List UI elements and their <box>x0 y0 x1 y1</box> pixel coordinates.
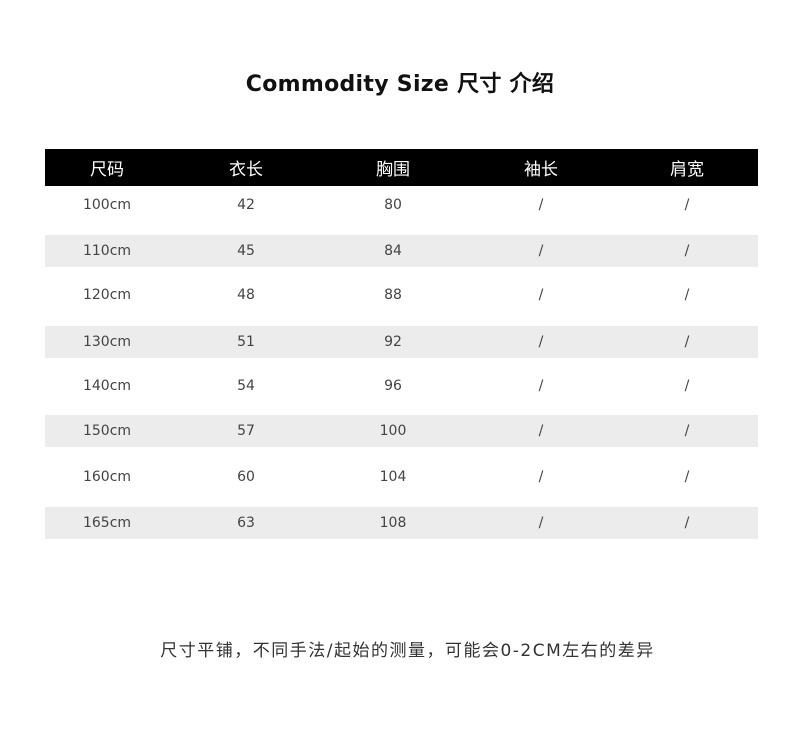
table-cell: / <box>684 378 690 394</box>
size-table: 尺码 衣长 胸围 袖长 肩宽 100cm 42 80 / / 110cm 45 84 / / 120cm 48… <box>45 149 758 539</box>
table-row: 130cm 51 92 / / <box>45 326 758 358</box>
table-cell: 48 <box>237 287 255 303</box>
table-cell: 60 <box>237 469 255 485</box>
table-cell: / <box>684 287 690 303</box>
table-cell: 42 <box>237 197 255 213</box>
table-cell: / <box>538 378 544 394</box>
table-cell: / <box>684 334 690 350</box>
table-row: 110cm 45 84 / / <box>45 235 758 267</box>
table-cell: / <box>684 423 690 439</box>
table-cell: 120cm <box>82 287 132 303</box>
table-cell: 108 <box>379 515 407 531</box>
table-cell: 96 <box>384 378 402 394</box>
table-row: 150cm 57 100 / / <box>45 415 758 447</box>
table-cell: 104 <box>379 469 407 485</box>
table-cell: / <box>538 334 544 350</box>
table-cell: 130cm <box>82 334 132 350</box>
table-row: 165cm 63 108 / / <box>45 507 758 539</box>
column-header: 胸围 <box>376 160 410 180</box>
table-cell: / <box>684 243 690 259</box>
table-cell: 100 <box>379 423 407 439</box>
table-cell: / <box>684 515 690 531</box>
table-cell: / <box>538 515 544 531</box>
table-cell: / <box>538 243 544 259</box>
page-title: Commodity Size 尺寸 介绍 <box>245 72 555 97</box>
table-cell: 51 <box>237 334 255 350</box>
table-header: 尺码 衣长 胸围 袖长 肩宽 <box>45 149 758 186</box>
table-cell: 110cm <box>82 243 132 259</box>
table-cell: 80 <box>384 197 402 213</box>
table-cell: 84 <box>384 243 402 259</box>
table-cell: / <box>684 469 690 485</box>
table-cell: 45 <box>237 243 255 259</box>
column-header: 衣长 <box>229 160 263 180</box>
table-cell: / <box>538 423 544 439</box>
table-cell: 88 <box>384 287 402 303</box>
table-cell: 54 <box>237 378 255 394</box>
table-cell: 160cm <box>82 469 132 485</box>
column-header: 袖长 <box>524 160 558 180</box>
table-cell: / <box>684 197 690 213</box>
table-cell: 165cm <box>82 515 132 531</box>
table-cell: 150cm <box>82 423 132 439</box>
table-row: 140cm 54 96 / / <box>45 370 758 402</box>
table-cell: 57 <box>237 423 255 439</box>
column-header: 尺码 <box>90 160 124 180</box>
table-cell: 63 <box>237 515 255 531</box>
table-cell: 140cm <box>82 378 132 394</box>
footer-note: 尺寸平铺，不同手法/起始的测量，可能会0-2CM左右的差异 <box>160 641 655 661</box>
table-row: 160cm 60 104 / / <box>45 461 758 493</box>
table-row: 100cm 42 80 / / <box>45 189 758 221</box>
table-cell: / <box>538 287 544 303</box>
table-cell: 100cm <box>82 197 132 213</box>
table-cell: / <box>538 197 544 213</box>
table-cell: / <box>538 469 544 485</box>
table-row: 120cm 48 88 / / <box>45 279 758 311</box>
table-cell: 92 <box>384 334 402 350</box>
column-header: 肩宽 <box>670 160 704 180</box>
